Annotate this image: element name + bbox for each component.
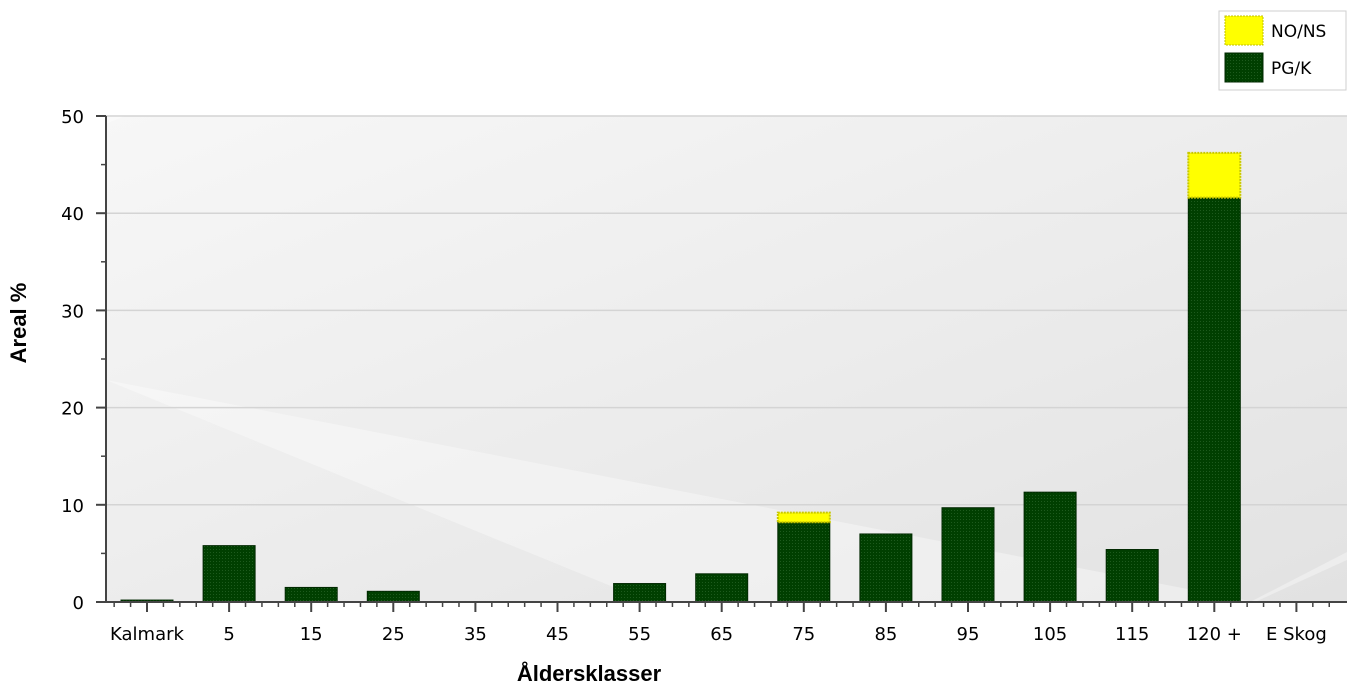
bar-pg-k-25 bbox=[366, 590, 420, 603]
x-tick-label: 25 bbox=[382, 624, 405, 645]
bar-pg-k-115 bbox=[1105, 549, 1159, 603]
y-axis-title: Areal % bbox=[6, 283, 31, 364]
x-tick-label: 55 bbox=[628, 624, 651, 645]
plot-area bbox=[106, 116, 1347, 602]
x-ticks: Kalmark 5 15 25 35 45 55 65 75 85 95 105 115 120 + E S… bbox=[110, 602, 1330, 645]
bar-no-ns-75 bbox=[776, 511, 831, 524]
bar-pg-k-75 bbox=[777, 521, 831, 603]
bar-pg-k-5 bbox=[202, 545, 256, 603]
y-ticks: 0 10 20 30 40 50 bbox=[61, 107, 106, 614]
bar-pg-k-105 bbox=[1023, 491, 1077, 603]
x-tick-label: 15 bbox=[300, 624, 323, 645]
x-tick-label: Kalmark bbox=[110, 624, 184, 645]
y-tick-label: 20 bbox=[61, 399, 84, 420]
bar-pg-k-120- bbox=[1187, 197, 1241, 603]
x-tick-label: 115 bbox=[1115, 624, 1149, 645]
legend-swatch-pg-k bbox=[1224, 52, 1264, 83]
plot-sheen bbox=[106, 116, 1347, 602]
x-tick-label: 105 bbox=[1033, 624, 1067, 645]
bar-no-ns-120- bbox=[1187, 151, 1242, 199]
x-tick-label: 75 bbox=[792, 624, 815, 645]
legend-swatch-no-ns bbox=[1224, 15, 1264, 46]
bar-pg-k-65 bbox=[695, 573, 749, 603]
x-tick-label: 65 bbox=[710, 624, 733, 645]
y-tick-label: 40 bbox=[61, 204, 84, 225]
bar-pg-k-55 bbox=[613, 583, 667, 603]
gridlines bbox=[106, 115, 1347, 506]
bar-pg-k-95 bbox=[941, 507, 995, 603]
x-tick-label: 45 bbox=[546, 624, 569, 645]
y-tick-label: 30 bbox=[61, 301, 84, 322]
bars bbox=[120, 151, 1242, 603]
x-tick-label: 5 bbox=[223, 624, 234, 645]
y-tick-label: 10 bbox=[61, 496, 84, 517]
legend-label-pg-k: PG/K bbox=[1271, 59, 1312, 79]
x-tick-label: 85 bbox=[874, 624, 897, 645]
legend-label-no-ns: NO/NS bbox=[1271, 22, 1326, 42]
bar-pg-k-15 bbox=[284, 586, 338, 603]
bar-pg-k-85 bbox=[859, 533, 913, 603]
x-tick-label: 120 + bbox=[1187, 624, 1242, 645]
x-tick-label: 35 bbox=[464, 624, 487, 645]
y-tick-label: 0 bbox=[73, 593, 84, 614]
legend: NO/NS PG/K bbox=[1218, 10, 1347, 91]
y-tick-label: 50 bbox=[61, 107, 84, 128]
x-axis-title: Åldersklasser bbox=[517, 660, 662, 684]
x-tick-label: E Skog bbox=[1266, 624, 1327, 645]
x-tick-label: 95 bbox=[957, 624, 980, 645]
